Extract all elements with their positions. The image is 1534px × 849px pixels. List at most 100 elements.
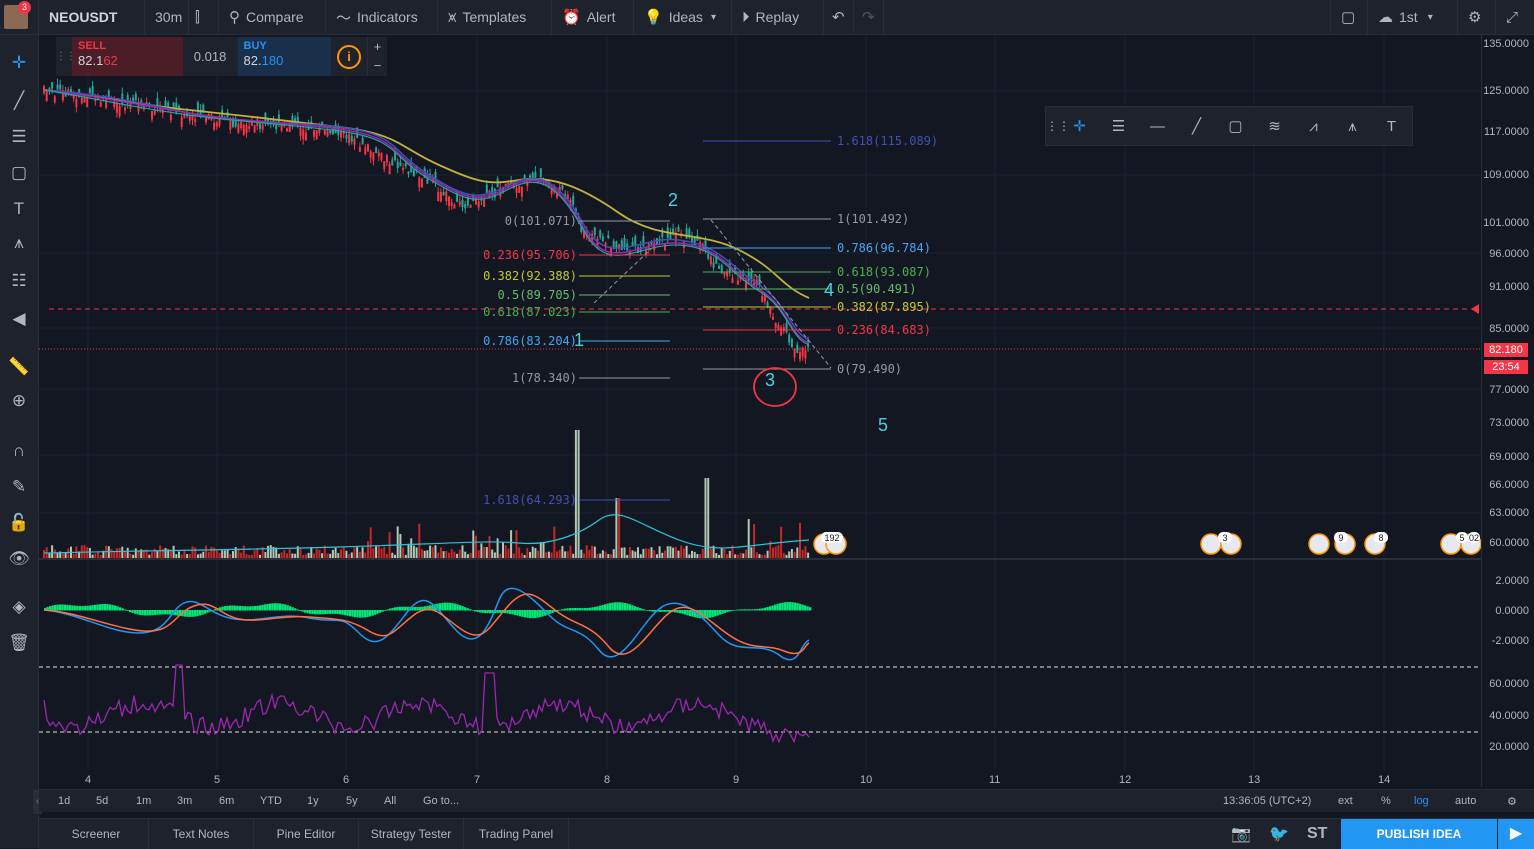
range-1y[interactable]: 1y bbox=[307, 795, 319, 807]
crosshair-icon[interactable]: ✛ bbox=[1073, 118, 1086, 135]
price-scale[interactable]: 135.0000 125.0000 117.0000 109.0000 101.… bbox=[1481, 35, 1534, 787]
prediction-icon[interactable]: ☷ bbox=[11, 271, 27, 290]
sell-button[interactable]: SELL 82.162 bbox=[72, 37, 183, 76]
back-arrow-icon[interactable]: ◀ bbox=[12, 309, 26, 328]
fib-lines-icon[interactable]: ☰ bbox=[1111, 118, 1126, 135]
text-icon[interactable]: T bbox=[13, 199, 25, 218]
play-icon[interactable]: ▶ bbox=[1498, 819, 1534, 849]
text-icon[interactable]: T bbox=[1386, 117, 1397, 135]
toolbar-collapse-button[interactable]: ‹ bbox=[33, 790, 42, 814]
compare-button[interactable]: ⚲ Compare bbox=[219, 0, 326, 34]
plus-button[interactable]: + bbox=[373, 39, 382, 54]
percent-toggle[interactable]: % bbox=[1381, 795, 1391, 807]
replay-button[interactable]: ⏵ Replay bbox=[732, 0, 824, 34]
templates-button[interactable]: ⩙ Templates bbox=[438, 0, 552, 34]
volume-bar bbox=[558, 549, 561, 558]
magnet-icon[interactable]: ∩ bbox=[12, 441, 26, 460]
undo-button[interactable]: ↶ bbox=[824, 0, 854, 34]
settings-gear-icon[interactable]: ⚙ bbox=[1507, 796, 1517, 808]
tab-strategy-tester[interactable]: Strategy Tester bbox=[359, 819, 464, 849]
elliott-wave-icon[interactable]: ⩚ bbox=[1348, 117, 1357, 135]
trendline-icon[interactable]: ╱ bbox=[1191, 118, 1202, 135]
buy-button[interactable]: BUY 82.180 bbox=[237, 37, 332, 76]
crosshair-icon[interactable]: ✛ bbox=[11, 53, 27, 72]
range-5d[interactable]: 5d bbox=[96, 795, 109, 807]
rectangle-icon[interactable]: ▢ bbox=[10, 163, 28, 182]
lock-icon[interactable]: 🔓 bbox=[8, 513, 30, 532]
drag-grip-icon[interactable]: ⋮⋮ bbox=[56, 37, 76, 76]
trash-icon[interactable]: 🗑 bbox=[8, 633, 30, 652]
pattern-icon[interactable]: ⩚ bbox=[14, 233, 24, 252]
macd-bar bbox=[214, 609, 217, 611]
time-scale[interactable]: 4 5 6 7 8 9 10 11 12 13 14 bbox=[85, 774, 1391, 786]
macd-bar bbox=[596, 606, 599, 611]
candle-body bbox=[515, 188, 518, 193]
go-to-button[interactable]: Go to... bbox=[423, 795, 460, 807]
info-button[interactable]: i bbox=[331, 37, 368, 76]
fullscreen-button[interactable]: ▢ bbox=[1330, 0, 1368, 34]
macd-bar bbox=[546, 610, 549, 615]
range-6m[interactable]: 6m bbox=[219, 795, 235, 807]
range-ytd[interactable]: YTD bbox=[260, 795, 282, 807]
range-all[interactable]: All bbox=[384, 795, 397, 807]
horizontal-line-icon[interactable]: — bbox=[1150, 117, 1165, 135]
ext-toggle[interactable]: ext bbox=[1338, 795, 1353, 807]
ruler-icon[interactable]: 📏 bbox=[8, 357, 30, 376]
tab-trading-panel[interactable]: Trading Panel bbox=[464, 819, 569, 849]
fib-retracement-icon[interactable]: ☰ bbox=[11, 127, 27, 146]
camera-icon[interactable]: 📷 bbox=[1231, 826, 1251, 843]
tab-screener[interactable]: Screener bbox=[44, 819, 149, 849]
layout-button[interactable]: ☁ 1st ▾ bbox=[1368, 0, 1458, 34]
maximize-button[interactable]: ⤢ bbox=[1496, 0, 1534, 34]
volume-bar bbox=[518, 547, 521, 558]
candle-body bbox=[275, 124, 278, 130]
macd-bar bbox=[264, 604, 267, 611]
publish-idea-button[interactable]: PUBLISH IDEA bbox=[1341, 819, 1497, 849]
range-1m[interactable]: 1m bbox=[136, 795, 152, 807]
candle-body bbox=[491, 186, 494, 196]
abc-pattern-icon[interactable]: ⩘ bbox=[1309, 117, 1318, 135]
candle-body bbox=[186, 111, 189, 116]
interval-button[interactable]: 30m bbox=[145, 0, 189, 34]
stay-drawing-icon[interactable]: ✎ bbox=[11, 477, 27, 496]
zoom-in-icon[interactable]: ⊕ bbox=[11, 391, 27, 410]
chart-type-button[interactable]: ⫿ bbox=[189, 0, 219, 34]
main-chart[interactable]: 0(101.071) 0.236(95.706) 0.382(92.388) 0… bbox=[39, 35, 1481, 787]
ideas-button[interactable]: 💡 Ideas ▾ bbox=[634, 0, 732, 34]
minus-button[interactable]: − bbox=[373, 58, 382, 73]
volume-bar bbox=[318, 549, 321, 558]
drag-grip-icon[interactable]: ⋮⋮ bbox=[1046, 119, 1070, 133]
layers-icon[interactable]: ◈ bbox=[12, 597, 26, 616]
tab-pine-editor[interactable]: Pine Editor bbox=[254, 819, 359, 849]
user-avatar[interactable]: 3 bbox=[0, 0, 39, 34]
range-3m[interactable]: 3m bbox=[177, 795, 193, 807]
twitter-icon[interactable]: 🐦 bbox=[1269, 826, 1289, 843]
eye-icon[interactable]: 👁 bbox=[8, 549, 30, 568]
range-1d[interactable]: 1d bbox=[58, 795, 71, 807]
macd-bar bbox=[704, 610, 707, 619]
volume-bar bbox=[442, 551, 445, 558]
candle-body bbox=[672, 228, 675, 234]
event-badges[interactable]: 192 3 9 8 5 02 bbox=[813, 532, 1481, 555]
auto-toggle[interactable]: auto bbox=[1455, 795, 1477, 807]
symbol-search-button[interactable]: NEOUSDT bbox=[39, 0, 145, 34]
log-toggle[interactable]: log bbox=[1414, 795, 1429, 807]
tab-text-notes[interactable]: Text Notes bbox=[149, 819, 254, 849]
macd-bar bbox=[544, 610, 547, 616]
indicators-icon: 〜 bbox=[336, 9, 352, 27]
volume-bar bbox=[404, 554, 407, 558]
alert-button[interactable]: ⏰ Alert bbox=[552, 0, 634, 34]
rectangle-icon[interactable]: ▢ bbox=[1228, 118, 1243, 135]
fib-fan-icon[interactable]: ≋ bbox=[1268, 118, 1281, 135]
candle-body bbox=[124, 107, 126, 111]
indicators-button[interactable]: 〜 Indicators bbox=[326, 0, 438, 34]
volume-bar bbox=[445, 550, 448, 558]
clock-display[interactable]: 13:36:05 (UTC+2) bbox=[1223, 795, 1312, 807]
settings-button[interactable]: ⚙ bbox=[1458, 0, 1496, 34]
redo-button[interactable]: ↷ bbox=[854, 0, 884, 34]
stocktwits-button[interactable]: ST bbox=[1307, 825, 1328, 842]
range-5y[interactable]: 5y bbox=[346, 795, 358, 807]
candle-body bbox=[445, 191, 448, 202]
trendline-icon[interactable]: ╱ bbox=[13, 91, 25, 110]
macd-bar bbox=[196, 610, 199, 617]
